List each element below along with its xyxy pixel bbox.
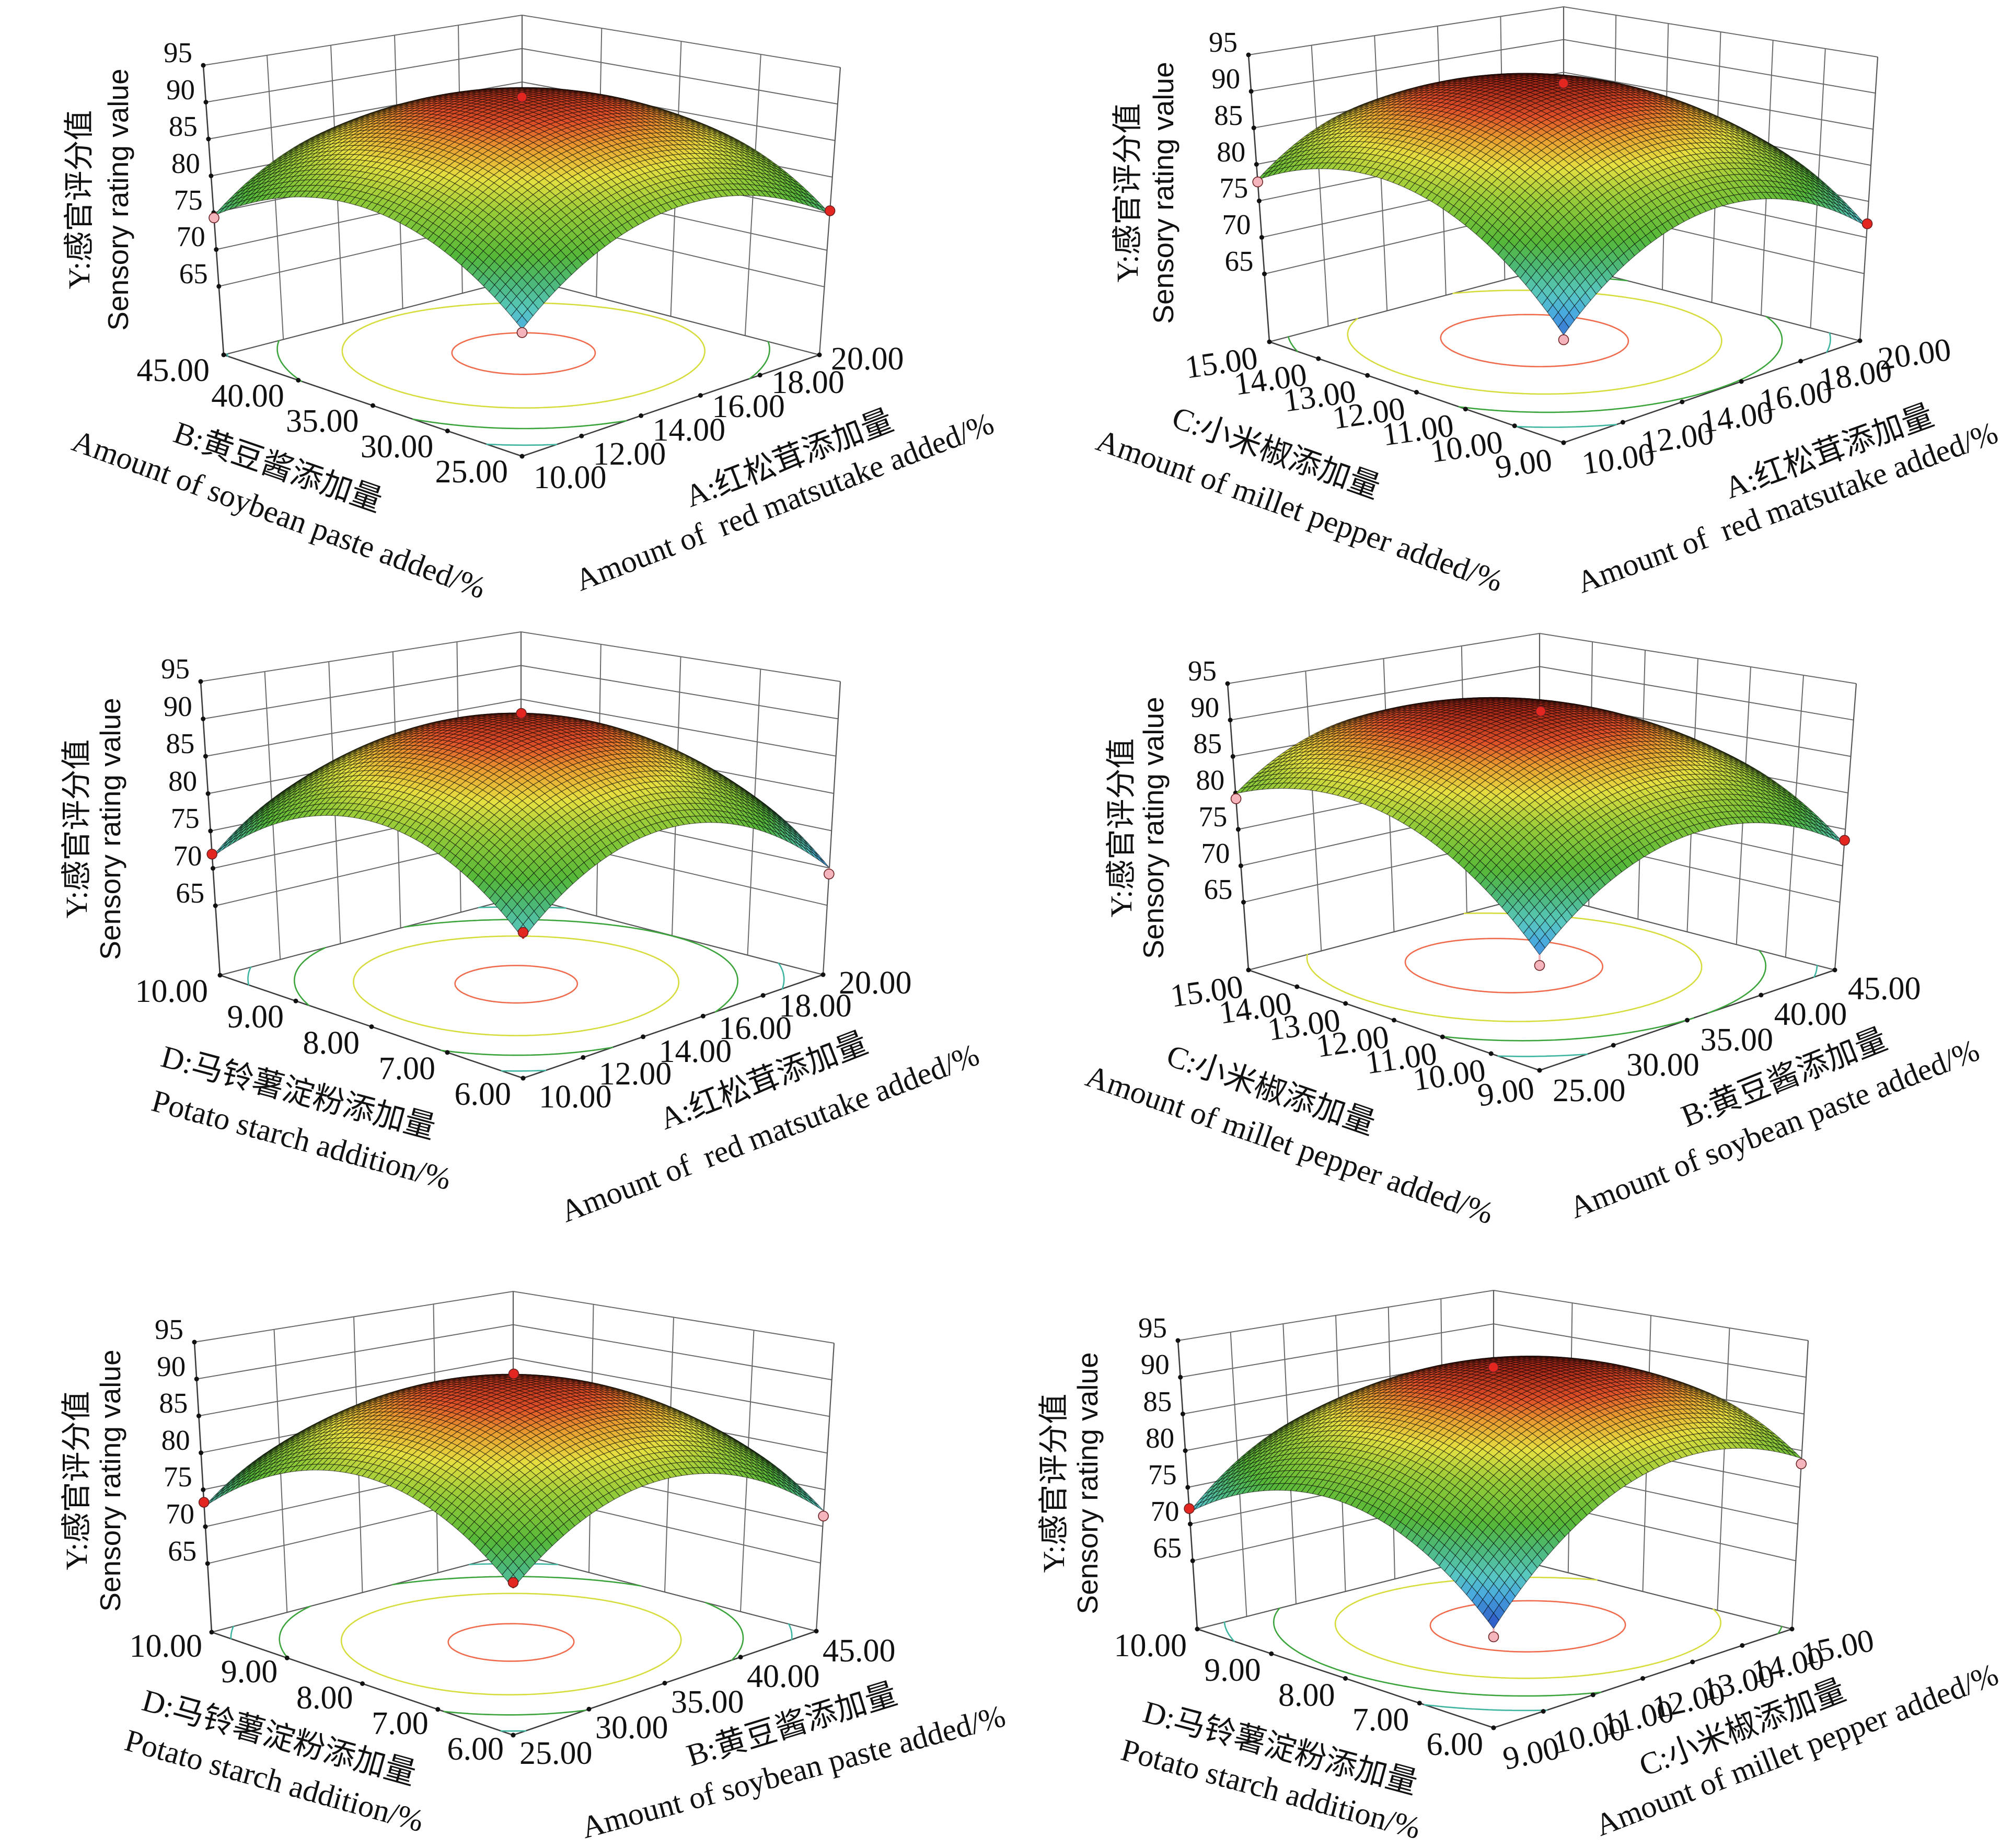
response-surface-chart <box>201 15 841 459</box>
left-wall-grid-line <box>203 15 523 66</box>
left-axis-tick-mark <box>221 352 226 357</box>
right-axis-tick-mark <box>757 373 762 378</box>
right-axis-tick-mark <box>579 433 584 438</box>
right-axis-tick-mark <box>817 352 822 357</box>
right-axis-tick-mark <box>639 413 644 418</box>
z-tick-mark <box>209 174 214 178</box>
z-tick-mark <box>214 247 219 252</box>
floor-contour-line <box>226 353 820 446</box>
left-axis-tick-mark <box>371 403 375 408</box>
z-tick-mark <box>216 284 222 289</box>
left-axis-tick-mark <box>296 378 301 383</box>
left-axis-tick-mark <box>445 429 450 433</box>
floor-back-edge <box>522 277 820 356</box>
response-surface <box>213 87 830 330</box>
floor-contour-line <box>276 285 770 430</box>
right-axis-tick-mark <box>519 454 525 459</box>
right-axis-tick-mark <box>698 393 703 398</box>
z-tick-mark <box>203 100 209 105</box>
z-tick-mark <box>206 136 211 142</box>
z-tick-mark <box>201 63 206 68</box>
left-wall-grid-line <box>205 48 523 103</box>
floor-back-edge <box>223 277 523 356</box>
z-axis-line <box>202 65 225 355</box>
right-axis-line <box>522 354 820 457</box>
